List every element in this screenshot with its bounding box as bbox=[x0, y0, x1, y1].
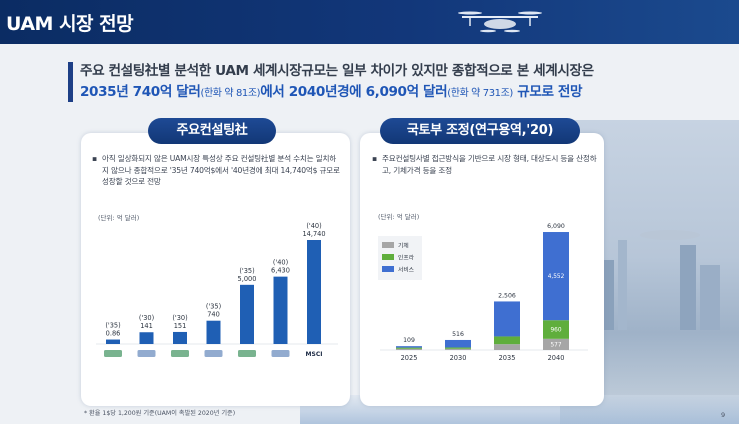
title-bar: UAM 시장 전망 bbox=[0, 0, 739, 44]
bar-year-label: ('40) bbox=[306, 222, 321, 230]
molit-description-text: 주요컨설팅사별 접근방식을 기반으로 시장 형태, 대상도시 등을 산정하고, … bbox=[382, 154, 597, 175]
summary-line-1: 주요 컨설팅社별 분석한 UAM 세계시장규모는 일부 차이가 있지만 종합적으… bbox=[80, 63, 594, 79]
bar-value-label: 141 bbox=[140, 322, 153, 330]
bar bbox=[273, 276, 288, 344]
x-axis-tick-label: 2030 bbox=[450, 354, 467, 362]
legend-swatch bbox=[382, 242, 394, 248]
consulting-description: ▪ 아직 일상화되지 않은 UAM시장 특성상 주요 컨설팅社별 분석 수치는 … bbox=[92, 153, 342, 188]
consultant-logo-icon bbox=[204, 350, 223, 357]
consultant-logo-icon bbox=[137, 350, 156, 357]
bar bbox=[240, 284, 254, 344]
molit-unit-label: (단위: 억 달러) bbox=[378, 213, 420, 221]
bar-year-label: ('35) bbox=[206, 303, 221, 311]
molit-description: ▪ 주요컨설팅사별 접근방식을 기반으로 시장 형태, 대상도시 등을 산정하고… bbox=[372, 153, 598, 176]
bar-total-label: 516 bbox=[452, 331, 464, 338]
air-taxi-icon bbox=[458, 11, 542, 33]
bar-value-label: 151 bbox=[174, 322, 187, 330]
summary-2040-krw: (한화 약 731조) bbox=[447, 88, 513, 99]
page-number: 9 bbox=[721, 411, 726, 419]
bar-value-label: 6,430 bbox=[271, 267, 290, 275]
segment-value-label: 4,552 bbox=[548, 274, 565, 280]
bar-value-label: 740 bbox=[207, 311, 220, 319]
x-axis-tick-label: 2035 bbox=[499, 354, 516, 362]
molit-panel-tag: 국토부 조정(연구용역,'20) bbox=[380, 118, 580, 144]
bar bbox=[173, 331, 187, 344]
summary-2035-krw: (한화 약 81조) bbox=[200, 88, 261, 99]
bar bbox=[206, 320, 221, 344]
stacked-bar-segment bbox=[543, 338, 569, 350]
stacked-bar-segment bbox=[445, 339, 471, 348]
segment-value-label: 960 bbox=[550, 328, 561, 334]
bar bbox=[106, 339, 120, 344]
bar-total-label: 2,506 bbox=[498, 292, 516, 299]
bar-year-label: ('30) bbox=[172, 314, 187, 322]
summary-tail: 규모로 전망 bbox=[512, 84, 583, 100]
bar-year-label: ('35) bbox=[105, 322, 120, 330]
consultant-logo-icon bbox=[171, 350, 189, 357]
bar-total-label: 6,090 bbox=[547, 223, 565, 230]
bar bbox=[139, 332, 154, 344]
consultant-logo-icon bbox=[238, 350, 256, 357]
stacked-bar-segment bbox=[494, 336, 520, 345]
segment-value-label: 577 bbox=[550, 342, 561, 348]
summary-text: 주요 컨설팅社별 분석한 UAM 세계시장규모는 일부 차이가 있지만 종합적으… bbox=[80, 61, 700, 104]
bar bbox=[307, 240, 321, 344]
summary-2040-value: 에서 2040년경에 6,090억 달러 bbox=[260, 84, 448, 100]
consultant-logo-text: MSCI bbox=[306, 351, 323, 358]
bullet-icon: ▪ bbox=[92, 154, 97, 163]
consulting-bar-chart: ('35)0.86('30)141('30)151('35)740('35)5,… bbox=[96, 222, 338, 358]
legend-label: 서비스 bbox=[398, 266, 415, 274]
consulting-panel-tag: 주요컨설팅社 bbox=[148, 118, 276, 144]
bar-year-label: ('35) bbox=[239, 267, 254, 275]
consulting-description-text: 아직 일상화되지 않은 UAM시장 특성상 주요 컨설팅社별 분석 수치는 일치… bbox=[102, 154, 340, 186]
consultant-logo-icon bbox=[104, 350, 122, 357]
legend-label: 인프라 bbox=[398, 254, 415, 262]
consultant-logo-icon bbox=[271, 350, 290, 357]
stacked-bar-segment bbox=[445, 347, 471, 349]
x-axis-tick-label: 2040 bbox=[548, 354, 565, 362]
summary-2035-value: 2035년 740억 달러 bbox=[80, 84, 201, 100]
footnote: * 환율 1$당 1,200원 기준(UAM이 촉발된 2020년 기준) bbox=[84, 410, 236, 417]
bar-value-label: 14,740 bbox=[302, 230, 325, 238]
consulting-panel bbox=[81, 133, 350, 406]
bar-value-label: 0.86 bbox=[106, 330, 121, 338]
bullet-icon: ▪ bbox=[372, 154, 377, 163]
legend-swatch bbox=[382, 266, 394, 272]
stacked-bar-segment bbox=[543, 320, 569, 339]
stacked-bar-segment bbox=[396, 348, 422, 350]
stacked-bar-segment bbox=[396, 347, 422, 349]
consulting-unit-label: (단위: 억 달러) bbox=[98, 214, 140, 222]
stacked-bar-segment bbox=[396, 346, 422, 348]
bar-total-label: 109 bbox=[403, 337, 415, 344]
stacked-bar-segment bbox=[494, 344, 520, 350]
summary-line-2: 2035년 740억 달러(한화 약 81조)에서 2040년경에 6,090억… bbox=[80, 82, 700, 104]
page-title: UAM 시장 전망 bbox=[6, 13, 134, 35]
legend-swatch bbox=[382, 254, 394, 260]
bar-year-label: ('40) bbox=[273, 259, 288, 267]
stacked-bar-segment bbox=[543, 232, 569, 321]
x-axis-tick-label: 2025 bbox=[401, 354, 418, 362]
stacked-bar-segment bbox=[494, 301, 520, 337]
bar-value-label: 5,000 bbox=[238, 275, 257, 283]
bar-year-label: ('30) bbox=[139, 314, 154, 322]
consultant-logo-icon bbox=[305, 350, 323, 357]
summary-accent-bar bbox=[68, 62, 73, 102]
legend-label: 기체 bbox=[398, 242, 409, 250]
stacked-bar-segment bbox=[445, 348, 471, 350]
